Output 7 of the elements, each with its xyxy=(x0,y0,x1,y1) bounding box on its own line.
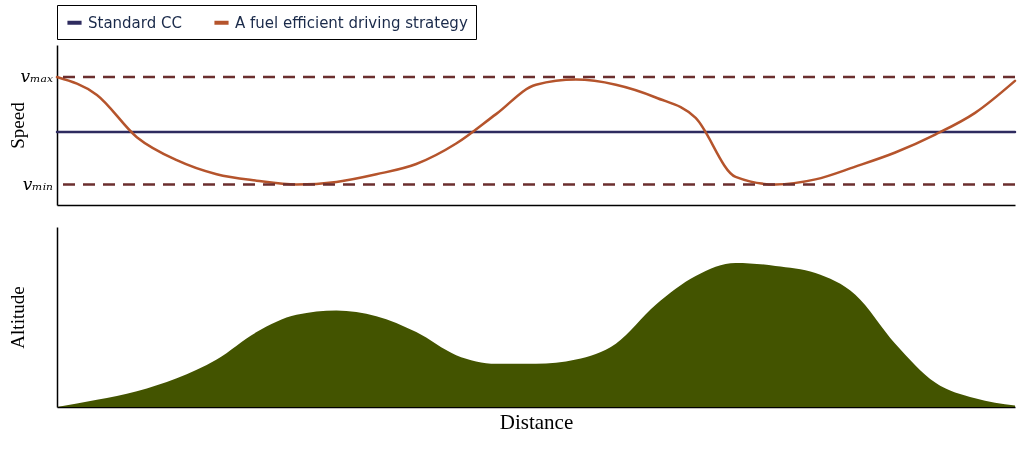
ref-line-label: vₘₐₓ xyxy=(20,66,53,86)
legend-label: Standard CC xyxy=(88,13,182,32)
ref-line-label: vₘᵢₙ xyxy=(22,173,54,194)
legend-label: A fuel efficient driving strategy xyxy=(235,13,468,32)
x-axis-title: Distance xyxy=(499,409,574,434)
y-axis-title: Speed xyxy=(6,101,28,149)
y-axis-title: Altitude xyxy=(6,286,28,349)
